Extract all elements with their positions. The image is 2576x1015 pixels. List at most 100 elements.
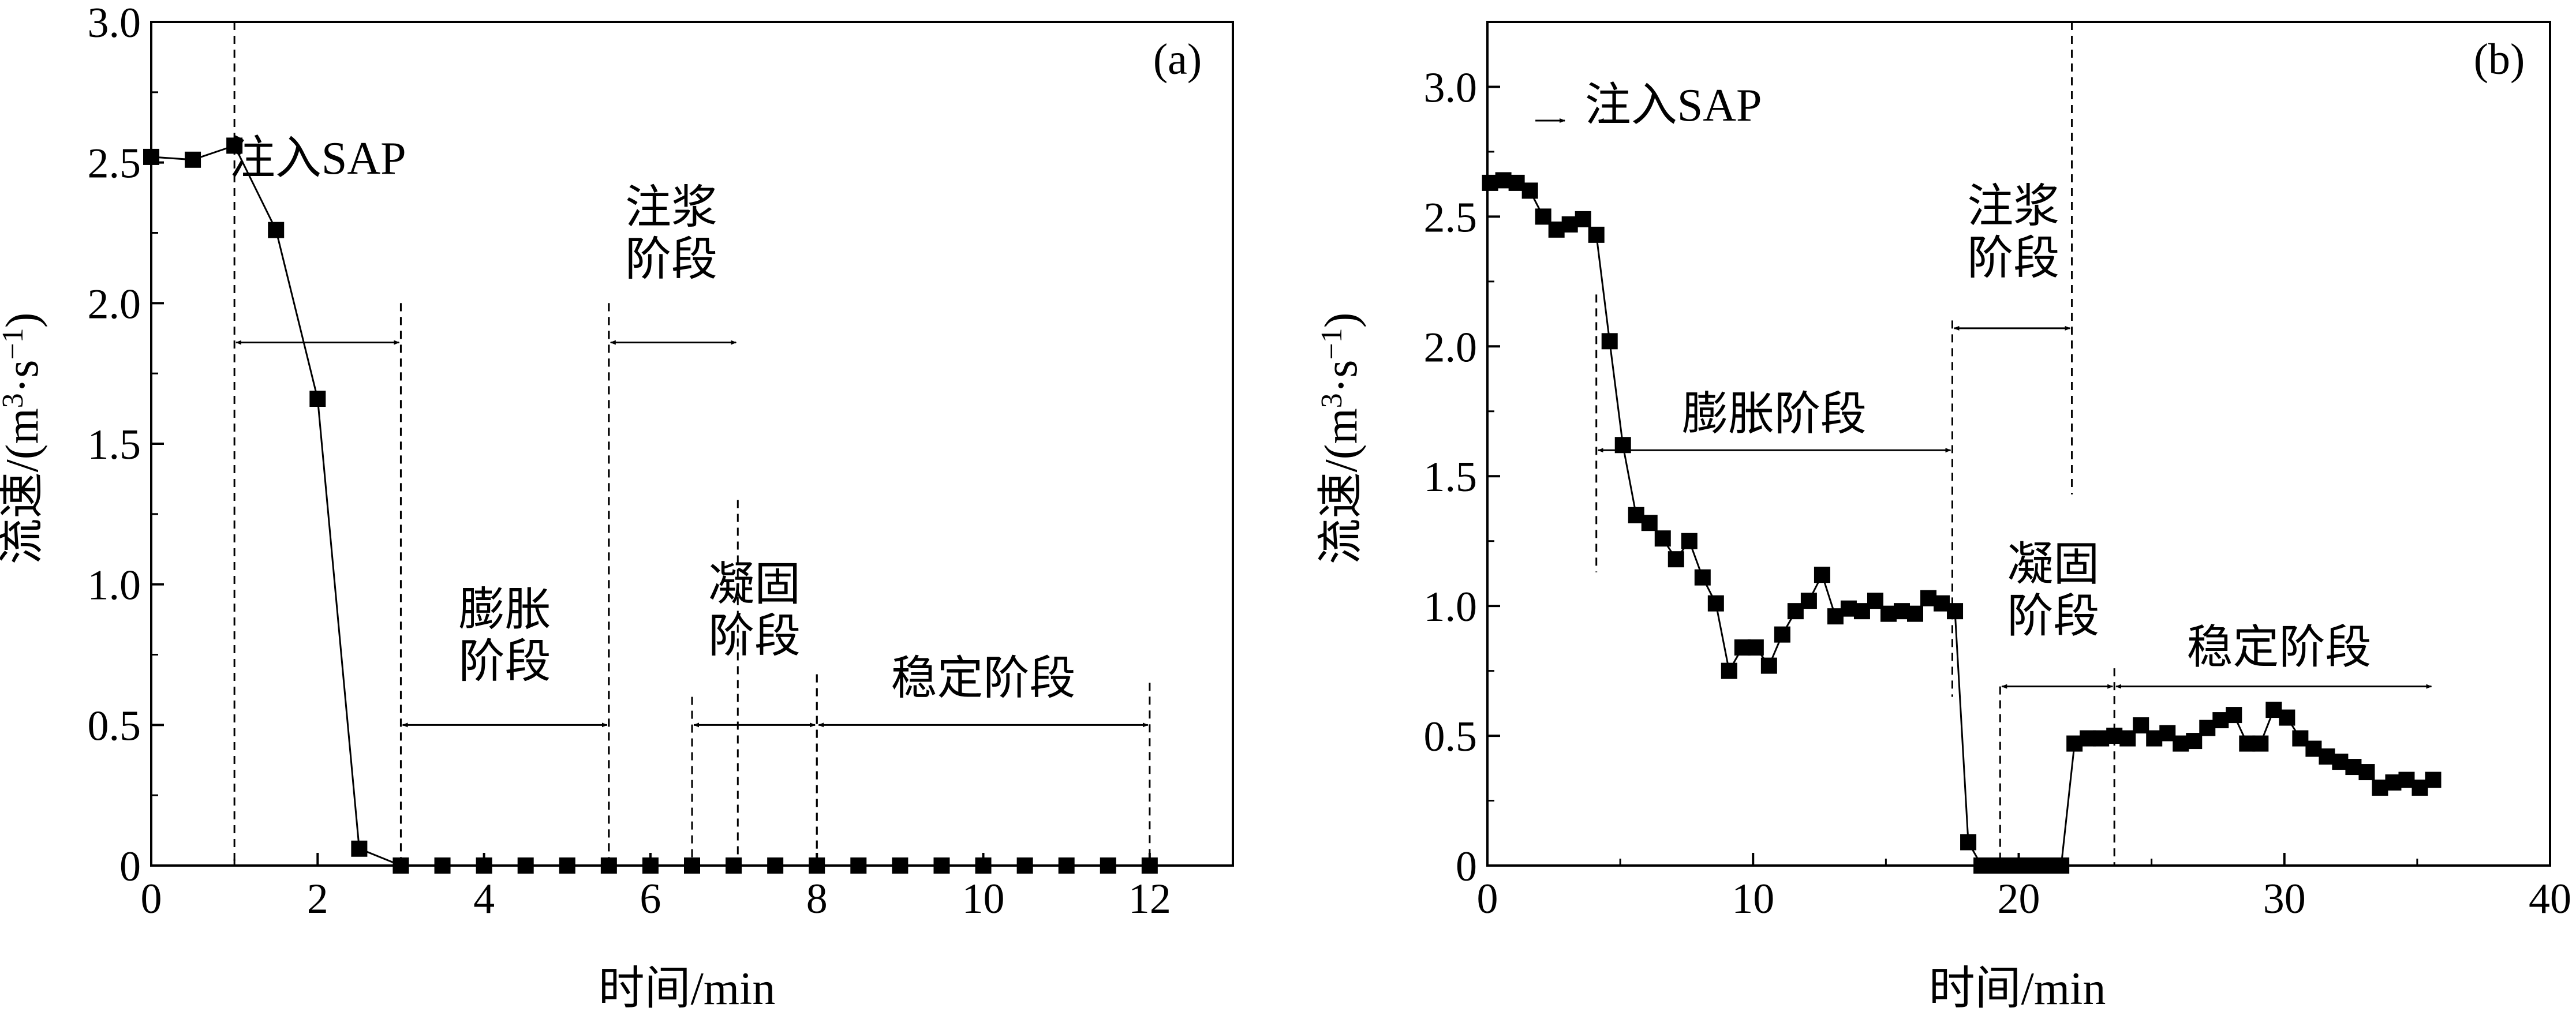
panel-a-y-title-sup1: 3 bbox=[0, 393, 29, 408]
panel-b-data-point bbox=[2226, 707, 2242, 724]
panel-b-x-axis-title: 时间/min bbox=[1929, 964, 2106, 1014]
panel-b-y-title-mid: ·s bbox=[1316, 360, 1367, 394]
panel-b-y-title-sup1: 3 bbox=[1315, 393, 1348, 408]
panel-a-x-tick-label: 12 bbox=[1128, 875, 1171, 923]
panel-a-data-point bbox=[933, 857, 950, 874]
panel-b-x-tick-label: 30 bbox=[2263, 875, 2306, 923]
panel-b-y-axis-title: 流速/(m3·s−1) bbox=[1315, 313, 1367, 565]
panel-b-label: (b) bbox=[2474, 35, 2525, 84]
panel-a-data-point bbox=[226, 137, 243, 154]
panel-b-y-title-sup2: −1 bbox=[1315, 328, 1348, 359]
panel-b-phase-label: 稳定阶段 bbox=[2187, 623, 2372, 673]
panel-a-data-point bbox=[392, 857, 409, 874]
panel-a-y-axis-title: 流速/(m3·s−1) bbox=[0, 313, 48, 565]
panel-b-x-tick-label: 40 bbox=[2529, 875, 2571, 923]
panel-b-data-point bbox=[1641, 515, 1658, 531]
panel-b-data-point bbox=[1521, 182, 1538, 199]
panel-a-data-point bbox=[809, 857, 825, 874]
panel-b-data-point bbox=[1575, 211, 1591, 227]
panel-a-x-tick-label: 4 bbox=[473, 875, 495, 923]
panel-b-y-tick-label: 3.0 bbox=[1424, 64, 1478, 111]
svg-text:流速/(m3·s−1): 流速/(m3·s−1) bbox=[1315, 313, 1367, 565]
panel-a-data-point bbox=[1058, 857, 1075, 874]
panel-a-data-point bbox=[726, 857, 742, 874]
panel-a-data-point bbox=[309, 391, 326, 407]
panel-b-y-title-end: ) bbox=[1316, 313, 1367, 328]
panel-b-y-title-main: 流速/(m bbox=[1316, 408, 1367, 564]
panel-b-y-tick-label: 1.0 bbox=[1424, 583, 1478, 631]
panel-a-y-tick-label: 1.5 bbox=[88, 421, 141, 469]
panel-b-x-tick-label: 20 bbox=[1998, 875, 2040, 923]
panel-b-phase-label: 阶段 bbox=[2007, 591, 2099, 642]
panel-b-data-point bbox=[1774, 626, 1790, 643]
panel-b-x-tick-label: 10 bbox=[1732, 875, 1774, 923]
panel-b-y-tick-label: 2.5 bbox=[1424, 194, 1478, 241]
panel-a-y-title-end: ) bbox=[0, 313, 48, 328]
panel-b: (b) 时间/min 流速/(m3·s−1) 0 10 20 30 40 0 0.5 1.0 1… bbox=[1315, 21, 2571, 1014]
panel-b-data-point bbox=[1814, 567, 1830, 583]
svg-text:流速/(m3·s−1): 流速/(m3·s−1) bbox=[0, 313, 48, 565]
panel-a-phase-label: 阶段 bbox=[625, 235, 717, 286]
panel-a-y-tick-label: 0 bbox=[119, 843, 141, 890]
panel-a-y-tick-label: 2.5 bbox=[88, 140, 141, 188]
panel-b-phase-label: 注入SAP bbox=[1585, 80, 1762, 131]
panel-a-phase-label: 膨胀 bbox=[459, 585, 551, 635]
panel-a-data-point bbox=[850, 857, 867, 874]
panel-b-data-point bbox=[1588, 226, 1605, 243]
panel-a-data-point bbox=[268, 222, 285, 238]
panel-b-data-point bbox=[2358, 764, 2375, 781]
panel-a-x-tick-label: 2 bbox=[307, 875, 328, 923]
panel-a-y-tick-label: 1.0 bbox=[88, 562, 141, 609]
panel-a-label: (a) bbox=[1153, 35, 1202, 84]
panel-a-phase-label: 注浆 bbox=[625, 183, 717, 234]
panel-a-y-title-main: 流速/(m bbox=[0, 408, 48, 564]
panel-a-x-tick-label: 0 bbox=[141, 875, 162, 923]
panel-a-y-tick-label: 2.0 bbox=[88, 280, 141, 328]
panel-b-data-point bbox=[1601, 333, 1618, 350]
panel-a-x-axis-title: 时间/min bbox=[599, 964, 776, 1014]
panel-b-data-point bbox=[1760, 657, 1777, 674]
panel-b-data-point bbox=[1694, 569, 1711, 586]
panel-b-phase-label: 注浆 bbox=[1967, 181, 2059, 232]
panel-b-plot-frame bbox=[1486, 21, 2551, 867]
panel-a-y-title-sup2: −1 bbox=[0, 328, 29, 359]
panel-b-data-point bbox=[1960, 834, 1977, 851]
panel-b-y-tick-label: 0 bbox=[1456, 843, 1477, 890]
panel-a-data-point bbox=[434, 857, 451, 874]
panel-a-data-point bbox=[185, 151, 201, 168]
panel-b-y-tick-label: 2.0 bbox=[1424, 324, 1478, 371]
panel-a-data-point bbox=[767, 857, 784, 874]
panel-a-data-point bbox=[517, 857, 534, 874]
panel-a-data-point bbox=[600, 857, 617, 874]
panel-b-data-point bbox=[1721, 662, 1737, 679]
panel-b-x-tick-label: 0 bbox=[1477, 875, 1498, 923]
panel-a-data-point bbox=[684, 857, 700, 874]
panel-b-data-point bbox=[1707, 595, 1724, 612]
panel-b-data-point bbox=[1668, 551, 1684, 568]
panel-b-data-point bbox=[2053, 857, 2070, 874]
panel-a-x-tick-label: 8 bbox=[806, 875, 828, 923]
panel-b-y-tick-label: 0.5 bbox=[1424, 713, 1478, 761]
panel-a-data-point bbox=[1100, 857, 1116, 874]
panel-b-data-point bbox=[2252, 735, 2269, 752]
panel-a-data-point bbox=[476, 857, 492, 874]
panel-a-data-point bbox=[642, 857, 659, 874]
panel-a-phase-label: 凝固 bbox=[708, 560, 801, 611]
panel-b-data-point bbox=[2425, 771, 2442, 788]
panel-b-data-point bbox=[1800, 593, 1817, 609]
panel-b-phase-label: 凝固 bbox=[2007, 540, 2099, 590]
panel-b-data-point bbox=[1907, 605, 1924, 622]
panel-b-data-point bbox=[2279, 709, 2295, 726]
panel-a-phase-label: 稳定阶段 bbox=[891, 654, 1076, 705]
panel-a-data-point bbox=[351, 840, 368, 857]
panel-a: (a) 时间/min 流速/(m3·s−1) 0 2 4 6 8 10 12 0 0.5 1.0 1… bbox=[0, 0, 1234, 1014]
panel-a-x-tick-label: 10 bbox=[962, 875, 1005, 923]
panel-a-y-tick-label: 0.5 bbox=[88, 702, 141, 750]
panel-a-data-point bbox=[892, 857, 908, 874]
panel-b-data-point bbox=[1654, 530, 1671, 547]
panel-a-phase-label: 注入SAP bbox=[229, 133, 406, 184]
panel-a-data-point bbox=[559, 857, 575, 874]
panel-a-data-point bbox=[1141, 857, 1158, 874]
panel-b-data-point bbox=[1614, 437, 1631, 454]
